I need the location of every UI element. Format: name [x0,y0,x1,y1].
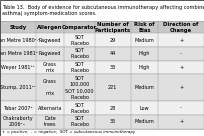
Text: mix: mix [45,91,54,96]
Text: SOT: SOT [75,103,84,108]
Text: Van Metre 1981³: Van Metre 1981³ [0,51,38,56]
Text: SOT 10,000: SOT 10,000 [65,88,94,93]
Text: 35: 35 [110,119,116,124]
Text: 100,000: 100,000 [69,82,90,87]
Text: Placebo: Placebo [70,54,89,59]
Text: Table 13.  Body of evidence for subcutaneous immunotherapy affecting combined rh: Table 13. Body of evidence for subcutane… [2,5,204,16]
Text: SOT: SOT [75,35,84,40]
Text: SOT: SOT [75,48,84,53]
Text: Van Metre 1980¹·²: Van Metre 1980¹·² [0,38,40,43]
FancyBboxPatch shape [0,74,204,101]
FancyBboxPatch shape [0,101,204,115]
FancyBboxPatch shape [0,21,204,33]
Text: 44: 44 [110,51,116,56]
Text: Stump, 2011²¹: Stump, 2011²¹ [0,85,36,90]
Text: SOT: SOT [75,76,84,81]
Text: 221: 221 [108,85,117,90]
Text: Weyer 1981⁵³: Weyer 1981⁵³ [1,65,35,70]
Text: Grass: Grass [43,62,57,67]
Text: SOT: SOT [75,116,84,121]
Text: +: + [179,119,183,124]
Text: Chakraborty: Chakraborty [2,116,33,121]
Text: Placebo: Placebo [70,122,89,127]
Text: 28: 28 [110,106,116,111]
Text: trees: trees [44,122,56,127]
FancyBboxPatch shape [0,47,204,61]
Text: High: High [139,51,150,56]
Text: 33: 33 [110,65,116,70]
Text: Low: Low [140,106,149,111]
Text: +: + [179,65,183,70]
Text: Medium: Medium [134,85,154,90]
Text: +: + [179,38,183,43]
Text: Tabar 2007²: Tabar 2007² [3,106,33,111]
Text: Placebo: Placebo [70,95,89,100]
Text: High: High [139,65,150,70]
Text: mix: mix [45,68,54,73]
Text: Medium: Medium [134,38,154,43]
Text: Medium: Medium [134,119,154,124]
Text: -: - [180,51,182,56]
Text: Direction of
Change: Direction of Change [163,22,199,33]
Text: -: - [180,106,182,111]
Text: +: + [179,85,183,90]
Text: Placebo: Placebo [70,109,89,114]
Text: Ragweed: Ragweed [39,38,61,43]
FancyBboxPatch shape [0,115,204,129]
Text: Placebo: Placebo [70,68,89,73]
Text: Ragweed: Ragweed [39,51,61,56]
Text: Placebo: Placebo [70,41,89,46]
FancyBboxPatch shape [0,129,204,136]
FancyBboxPatch shape [0,61,204,74]
Text: 29: 29 [110,38,116,43]
Text: Date: Date [44,116,56,121]
Text: Allergen: Allergen [37,25,63,30]
Text: Number of
Participants: Number of Participants [95,22,131,33]
FancyBboxPatch shape [0,33,204,47]
Text: + = positive;  - = negative;  SOT = subcutaneous immunotherapy: + = positive; - = negative; SOT = subcut… [2,130,135,134]
Text: Grass: Grass [43,79,57,84]
Text: Risk of
Bias: Risk of Bias [134,22,155,33]
Text: Study: Study [9,25,26,30]
FancyBboxPatch shape [0,0,204,21]
Text: Comparator: Comparator [62,25,97,30]
Text: Alternaria: Alternaria [38,106,62,111]
Text: SOT: SOT [75,62,84,67]
Text: 2006²··: 2006²·· [9,122,27,127]
